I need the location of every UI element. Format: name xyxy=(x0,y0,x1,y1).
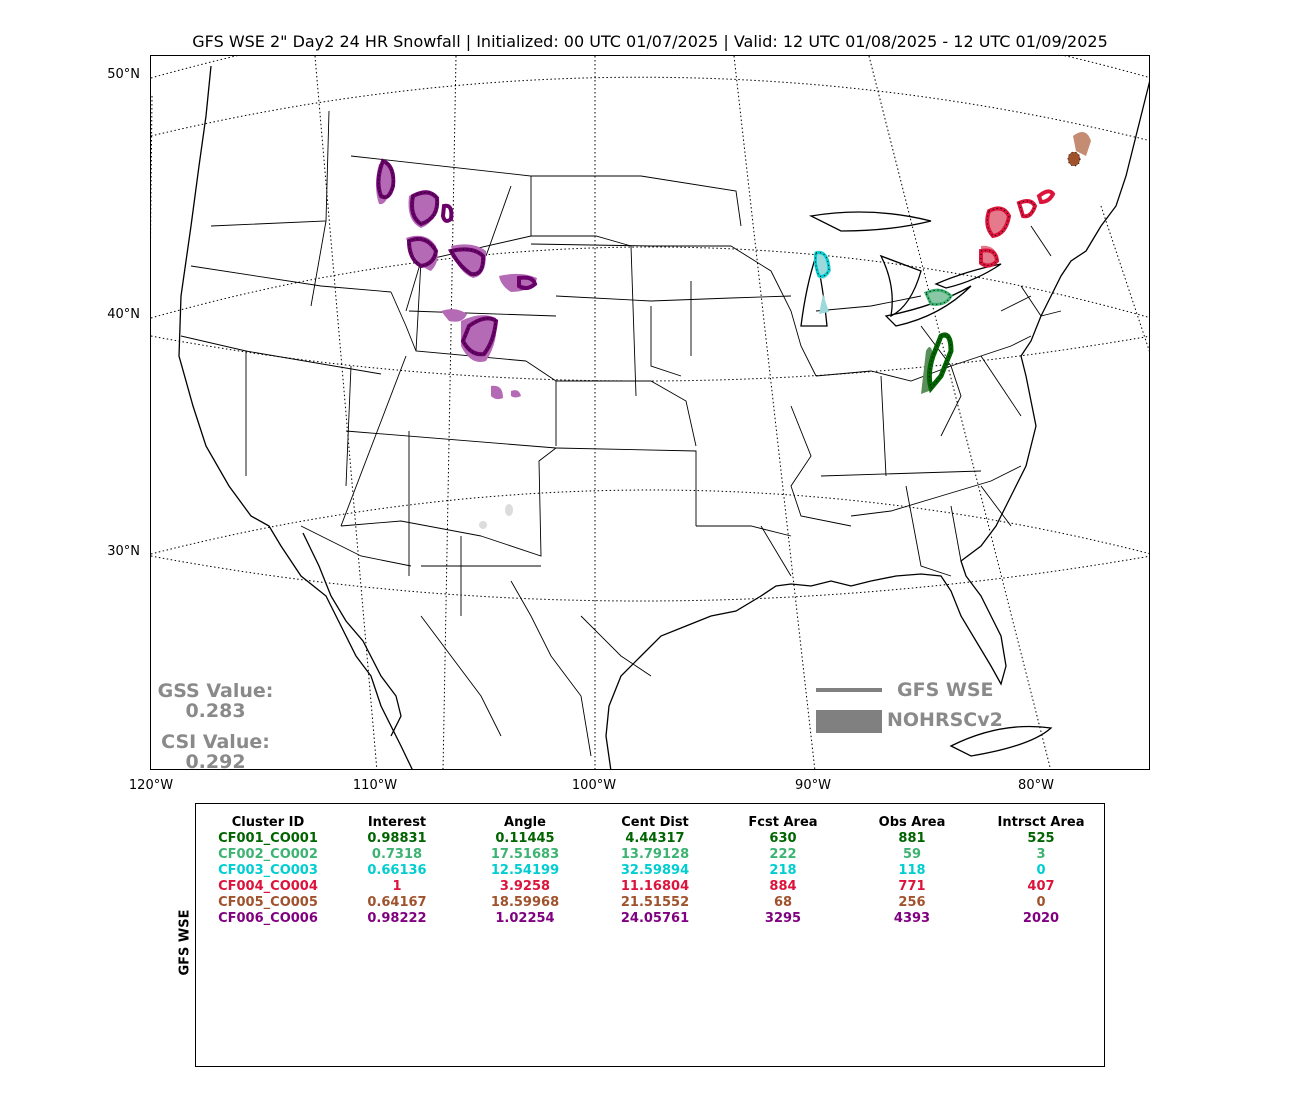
coastlines xyxy=(178,65,1149,769)
table-cell: CF005_CO005 xyxy=(218,895,318,910)
snowfall-objects xyxy=(376,132,1091,529)
table-cell: 222 xyxy=(769,847,797,862)
table-cell: 0.7318 xyxy=(371,847,423,862)
column-angle: Angle 0.11445 17.51683 12.54199 3.9258 18.599… xyxy=(455,815,595,927)
table-cell: 118 xyxy=(898,863,926,878)
legend-observed-label: NOHRSCv2 xyxy=(887,709,1003,731)
table-cell: 24.05761 xyxy=(620,911,690,926)
stats-row-label: GFS WSE xyxy=(177,909,193,976)
table-cell: 1.02254 xyxy=(495,911,555,926)
table-cell: 59 xyxy=(902,847,922,862)
table-cell: 2020 xyxy=(1022,911,1060,926)
table-cell: 407 xyxy=(1027,879,1055,894)
lon-label-110w: 110°W xyxy=(352,778,398,793)
legend-forecast-label: GFS WSE xyxy=(897,679,994,701)
stats-table: Cluster ID CF001_CO001 CF002_CO002 CF003_CO… xyxy=(195,803,1105,1067)
table-cell: 17.51683 xyxy=(490,847,560,862)
lon-label-120w: 120°W xyxy=(128,778,174,793)
table-cell: 0.98222 xyxy=(367,911,427,926)
table-cell: 3.9258 xyxy=(499,879,551,894)
column-header: Interest xyxy=(367,815,427,830)
table-cell: 3295 xyxy=(764,911,802,926)
conus-map xyxy=(151,56,1149,769)
table-cell: CF006_CO006 xyxy=(218,911,318,926)
table-cell: 11.16804 xyxy=(620,879,690,894)
table-cell: 18.59968 xyxy=(490,895,560,910)
csi-value: 0.292 xyxy=(185,751,246,770)
lat-label-40n: 40°N xyxy=(107,307,140,322)
table-cell: CF003_CO003 xyxy=(218,863,318,878)
csi-label: CSI Value: xyxy=(161,731,270,753)
table-cell: 4.44317 xyxy=(625,831,685,846)
table-cell: 0.98831 xyxy=(367,831,427,846)
table-cell: 0.66136 xyxy=(367,863,427,878)
column-header: Cent Dist xyxy=(621,815,689,830)
table-cell: 218 xyxy=(769,863,797,878)
table-cell: 630 xyxy=(769,831,797,846)
table-cell: 0 xyxy=(1036,863,1046,878)
column-header: Cluster ID xyxy=(231,815,305,830)
table-cell: 68 xyxy=(773,895,793,910)
table-cell: CF001_CO001 xyxy=(218,831,318,846)
table-cell: 13.79128 xyxy=(620,847,690,862)
table-cell: 0 xyxy=(1036,895,1046,910)
lat-label-50n: 50°N xyxy=(107,67,140,82)
legend-observed-swatch xyxy=(816,710,882,733)
table-cell: 1 xyxy=(392,879,402,894)
table-cell: 256 xyxy=(898,895,926,910)
column-cluster-id: Cluster ID CF001_CO001 CF002_CO002 CF003_CO… xyxy=(198,815,338,927)
table-cell: 0.64167 xyxy=(367,895,427,910)
map-title: GFS WSE 2" Day2 24 HR Snowfall | Initial… xyxy=(192,32,1108,51)
column-intrsct-area: Intrsct Area 525 3 0 407 0 2020 xyxy=(971,815,1111,927)
column-fcst-area: Fcst Area 630 222 218 884 68 3295 xyxy=(713,815,853,927)
table-cell: 884 xyxy=(769,879,797,894)
lon-label-80w: 80°W xyxy=(1018,778,1054,793)
table-cell: 4393 xyxy=(893,911,931,926)
lon-label-100w: 100°W xyxy=(571,778,617,793)
lat-label-30n: 30°N xyxy=(107,544,140,559)
gss-value: 0.283 xyxy=(185,700,246,722)
column-header: Intrsct Area xyxy=(997,815,1085,830)
column-obs-area: Obs Area 881 59 118 771 256 4393 xyxy=(842,815,982,927)
map-panel: GSS Value: 0.283 CSI Value: 0.292 GFS WS… xyxy=(150,55,1150,770)
table-cell: 771 xyxy=(898,879,926,894)
column-cent-dist: Cent Dist 4.44317 13.79128 32.59894 11.16804… xyxy=(585,815,725,927)
table-cell: CF002_CO002 xyxy=(218,847,318,862)
table-cell: 3 xyxy=(1036,847,1046,862)
state-borders xyxy=(180,110,1062,757)
table-cell: 0.11445 xyxy=(495,831,555,846)
table-cell: 32.59894 xyxy=(620,863,690,878)
table-cell: 21.51552 xyxy=(620,895,690,910)
table-cell: 525 xyxy=(1027,831,1055,846)
gss-label: GSS Value: xyxy=(157,680,274,702)
column-header: Angle xyxy=(504,815,546,830)
graticule xyxy=(151,56,1149,769)
column-header: Fcst Area xyxy=(748,815,818,830)
column-interest: Interest 0.98831 0.7318 0.66136 1 0.64167 0.98… xyxy=(327,815,467,927)
table-cell: CF004_CO004 xyxy=(218,879,318,894)
table-cell: 12.54199 xyxy=(490,863,560,878)
lon-label-90w: 90°W xyxy=(795,778,831,793)
table-cell: 881 xyxy=(898,831,926,846)
column-header: Obs Area xyxy=(878,815,946,830)
